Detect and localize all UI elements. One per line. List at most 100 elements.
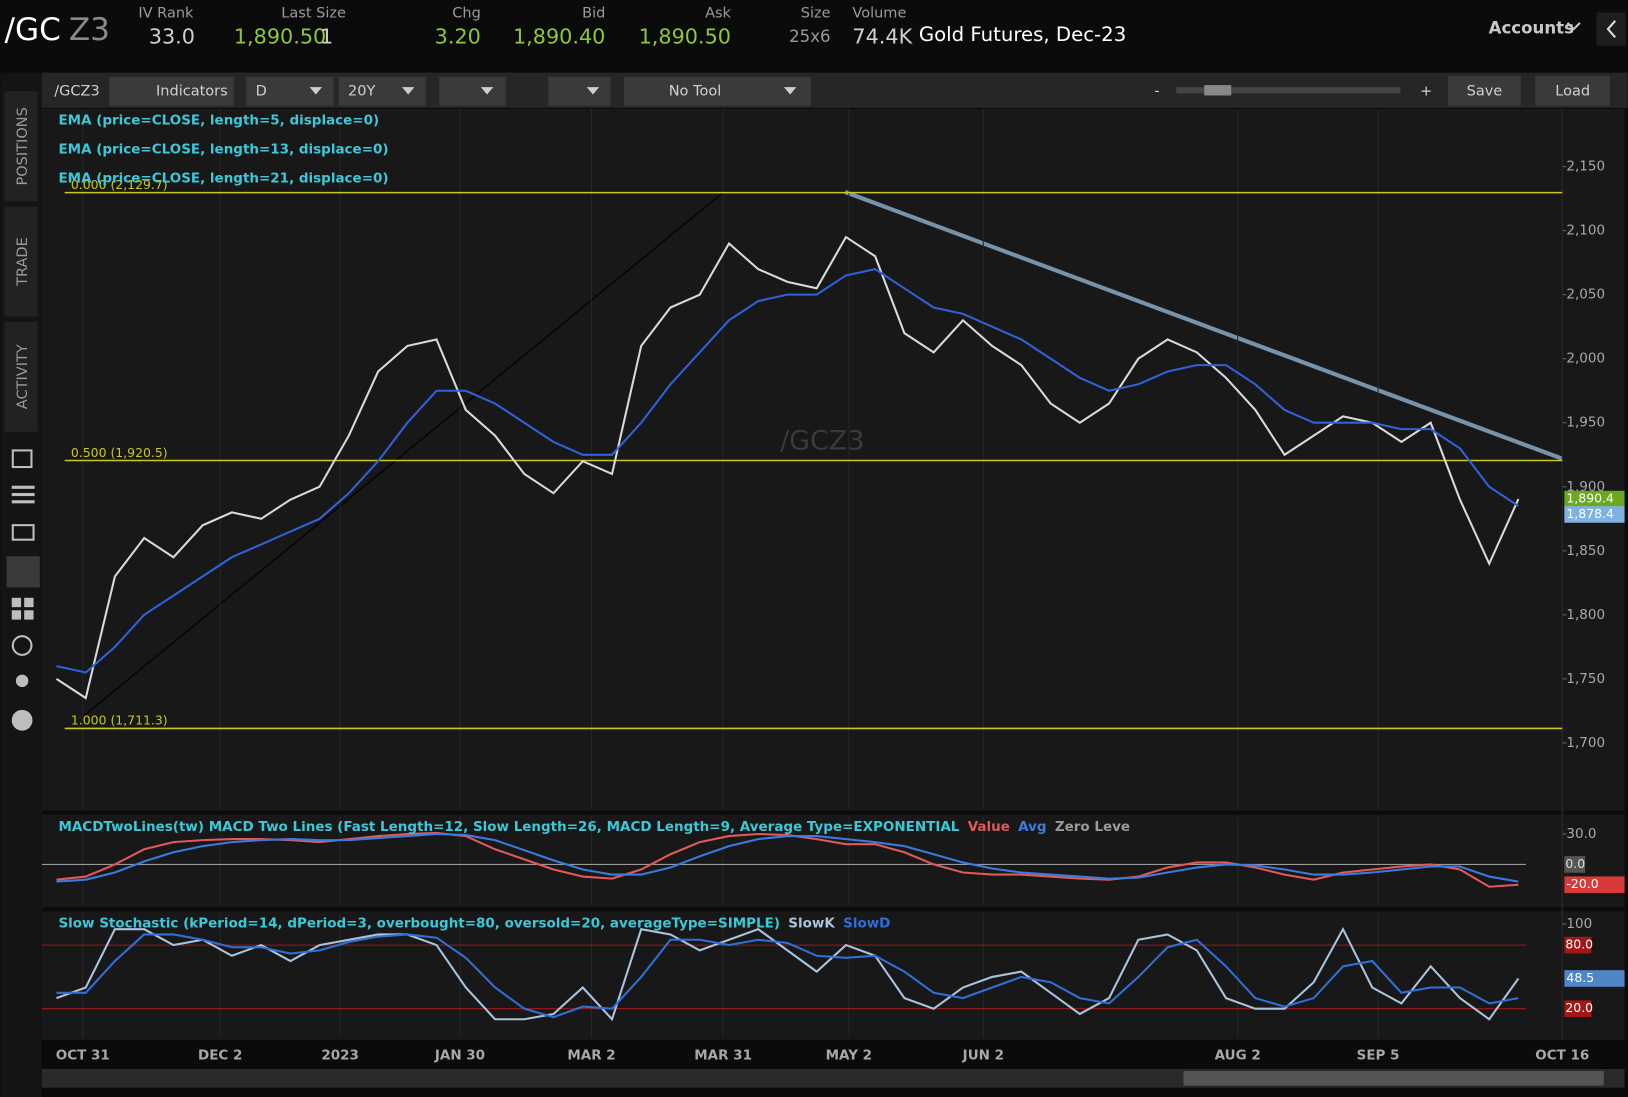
side-tab-label[interactable]: TRADE <box>15 237 31 287</box>
field-value: 1,890.50 <box>234 24 326 48</box>
tool-label[interactable]: No Tool <box>669 83 722 99</box>
icon[interactable] <box>11 524 35 541</box>
zoom-thumb[interactable] <box>1204 85 1232 96</box>
side-tab[interactable] <box>4 91 38 202</box>
study-label: EMA (price=CLOSE, length=13, displace=0) <box>58 141 388 157</box>
value-badge-label: 48.5 <box>1566 970 1594 985</box>
field-label: IV Rank <box>138 5 194 21</box>
icon[interactable] <box>11 709 33 731</box>
side-tab[interactable] <box>4 206 38 317</box>
timeframe-label[interactable]: 20Y <box>348 83 375 99</box>
field-extra: 1 <box>320 24 333 48</box>
value-badge-label: 1,890.4 <box>1566 491 1614 506</box>
zoom-slider[interactable] <box>1176 87 1401 94</box>
y-tick-label: 1,950 <box>1566 415 1605 431</box>
watermark: /GCZ3 <box>780 426 864 457</box>
icon[interactable] <box>11 449 33 469</box>
zero-badge <box>1564 856 1586 873</box>
field-value: 3.20 <box>435 24 481 48</box>
x-tick-label: MAY 2 <box>826 1047 872 1063</box>
save-button[interactable] <box>1448 75 1521 106</box>
icon[interactable] <box>24 610 34 620</box>
level-badge <box>1564 1000 1592 1017</box>
y-tick-label: 100 <box>1566 916 1592 932</box>
series-line <box>56 926 1520 1022</box>
field-value: 1,890.40 <box>513 24 605 48</box>
toolbar-symbol: /GCZ3 <box>54 83 99 99</box>
field-value: 33.0 <box>149 24 195 48</box>
fib-label: 0.000 (2,129.7) <box>71 177 168 192</box>
zero-badge-label: 0.0 <box>1565 856 1585 871</box>
chart-layer: 1,7001,7501,8001,8501,9001,9502,0002,050… <box>41 108 1625 1063</box>
icon[interactable] <box>11 610 22 620</box>
collapse-button[interactable] <box>1596 12 1626 46</box>
study-title: Slow Stochastic (kPeriod=14, dPeriod=3, … <box>58 916 780 932</box>
x-tick-label: OCT 31 <box>56 1047 110 1063</box>
field-label: Ask <box>705 5 731 21</box>
accounts-caret[interactable] <box>1566 22 1581 31</box>
field-value: 25x6 <box>789 27 830 46</box>
load-label[interactable]: Load <box>1555 83 1590 99</box>
zoom-in[interactable]: + <box>1420 83 1432 99</box>
series-line <box>56 268 1519 674</box>
study-title: MACDTwoLines(tw) MACD Two Lines (Fast Le… <box>58 819 959 835</box>
drawing-button[interactable] <box>548 76 611 106</box>
x-tick-label: AUG 2 <box>1215 1047 1261 1063</box>
zoom-out[interactable]: - <box>1154 83 1159 99</box>
icon-active[interactable] <box>6 556 40 588</box>
stoch-panel <box>41 911 1625 1040</box>
icon[interactable] <box>11 485 35 489</box>
trend-line <box>844 190 1564 461</box>
macd-panel <box>41 814 1625 908</box>
field-value: 1,890.50 <box>639 24 731 48</box>
timeframe-select[interactable] <box>338 76 426 106</box>
side-tab-label[interactable]: POSITIONS <box>15 107 31 185</box>
legend-label: Value <box>968 819 1010 835</box>
series-line <box>56 933 1519 1019</box>
legend-label: SlowK <box>788 916 835 932</box>
load-button[interactable] <box>1535 75 1611 106</box>
icon[interactable] <box>11 500 35 504</box>
y-tick-label: 1,750 <box>1566 671 1605 687</box>
legend-label: Avg <box>1018 819 1046 835</box>
x-tick-label: OCT 16 <box>1535 1047 1589 1063</box>
field-label: Chg <box>452 5 481 21</box>
y-tick-label: 2,100 <box>1566 223 1605 239</box>
icon[interactable] <box>24 597 34 608</box>
icon[interactable] <box>15 674 29 688</box>
fib-label: 0.500 (1,920.5) <box>71 445 168 460</box>
icon[interactable] <box>11 492 35 497</box>
x-tick-label: JUN 2 <box>962 1047 1004 1063</box>
chart-style-button[interactable] <box>439 76 506 106</box>
y-tick-label: 2,050 <box>1566 287 1605 303</box>
aggregation-label[interactable]: D <box>256 83 267 99</box>
x-tick-label: MAR 31 <box>694 1047 752 1063</box>
value-badge <box>1564 970 1625 987</box>
field-label: Size <box>801 5 831 21</box>
field-label: Last Size <box>281 5 346 21</box>
study-label: EMA (price=CLOSE, length=5, displace=0) <box>58 112 379 128</box>
legend-label: SlowD <box>843 916 890 932</box>
value-badge-label: 1,878.4 <box>1566 506 1614 521</box>
tool-select[interactable] <box>624 76 811 106</box>
save-label[interactable]: Save <box>1467 83 1503 99</box>
legend-label: Zero Leve <box>1055 819 1130 835</box>
accounts-menu[interactable]: Accounts <box>1489 19 1574 38</box>
icon[interactable] <box>11 597 22 608</box>
x-tick-label: DEC 2 <box>198 1047 242 1063</box>
sidebar-icons <box>6 449 40 731</box>
y-tick-label: 2,150 <box>1566 159 1605 175</box>
level-badge-label: 20.0 <box>1565 1000 1593 1015</box>
side-tab-label[interactable]: ACTIVITY <box>15 344 31 409</box>
field-value: 74.4K <box>852 24 913 48</box>
aggregation-select[interactable] <box>246 76 334 106</box>
icon[interactable] <box>11 635 33 656</box>
x-tick-label: 2023 <box>321 1047 359 1063</box>
indicators-button[interactable] <box>109 76 234 106</box>
side-tab[interactable] <box>4 321 38 432</box>
scroll-thumb[interactable] <box>1183 1071 1604 1086</box>
level-badge <box>1564 936 1592 954</box>
indicators-label[interactable]: Indicators <box>156 83 228 99</box>
